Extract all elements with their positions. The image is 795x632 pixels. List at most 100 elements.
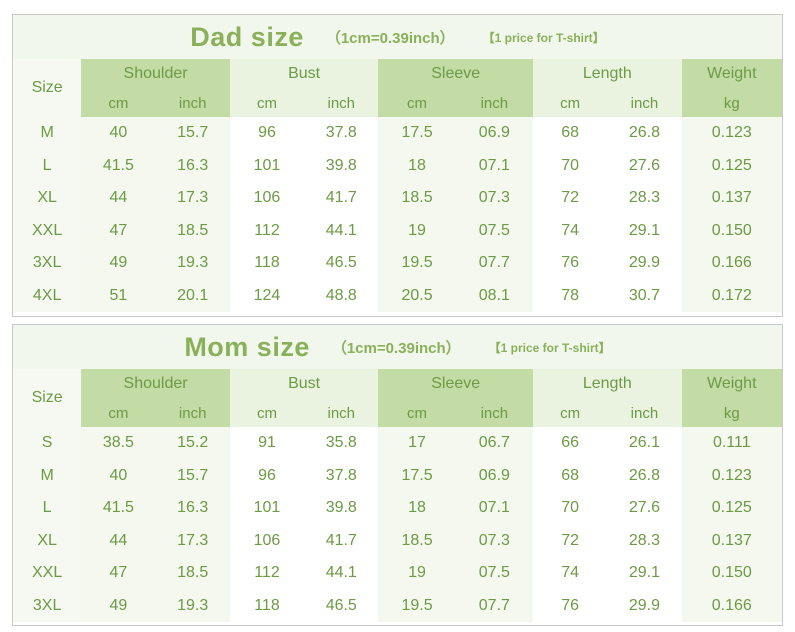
- measurement-cell: 07.1: [455, 149, 533, 182]
- measurement-cell: 20.1: [155, 279, 230, 312]
- measurement-cell: 17.3: [155, 524, 230, 557]
- column-group-header: Weight: [681, 369, 782, 399]
- measurement-cell: 18.5: [378, 182, 456, 215]
- unit-header: inch: [155, 89, 230, 117]
- column-group-header: Shoulder: [81, 59, 230, 89]
- table-row: M 40 15.7 96 37.8 17.5 06.9 68 26.8 0.123: [13, 459, 782, 492]
- size-column-header: Size: [13, 59, 82, 117]
- measurement-cell: 15.7: [155, 459, 230, 492]
- unit-header: cm: [533, 89, 608, 117]
- measurement-cell: 35.8: [304, 427, 379, 460]
- price-note: 【1 price for T-shirt】: [482, 30, 605, 45]
- unit-header: inch: [304, 89, 379, 117]
- measurement-cell: 0.137: [681, 524, 782, 557]
- measurement-cell: 101: [229, 492, 305, 525]
- measurement-cell: 0.172: [681, 279, 782, 312]
- size-label-cell: M: [13, 117, 82, 150]
- unit-header: cm: [81, 89, 156, 117]
- size-label-cell: M: [13, 459, 82, 492]
- size-label-cell: XL: [13, 524, 82, 557]
- measurement-cell: 16.3: [155, 149, 230, 182]
- size-label-cell: XXL: [13, 557, 82, 590]
- measurement-cell: 101: [229, 149, 305, 182]
- unit-conversion-note: （1cm=0.39inch）: [325, 29, 455, 47]
- measurement-cell: 18.5: [155, 214, 230, 247]
- measurement-cell: 44.1: [304, 557, 379, 590]
- table-row: L 41.5 16.3 101 39.8 18 07.1 70 27.6 0.125: [13, 492, 782, 525]
- size-label-cell: 3XL: [13, 589, 82, 622]
- column-group-header: Sleeve: [378, 59, 533, 89]
- measurement-cell: 70: [533, 492, 608, 525]
- measurement-cell: 39.8: [304, 149, 379, 182]
- measurement-cell: 07.1: [455, 492, 533, 525]
- measurement-cell: 17.5: [378, 459, 456, 492]
- unit-header: cm: [229, 399, 305, 427]
- measurement-cell: 19.3: [155, 589, 230, 622]
- measurement-cell: 66: [533, 427, 608, 460]
- measurement-cell: 41.5: [81, 149, 156, 182]
- measurement-cell: 29.1: [607, 214, 682, 247]
- measurement-cell: 76: [533, 247, 608, 280]
- measurement-cell: 15.2: [155, 427, 230, 460]
- measurement-cell: 41.5: [81, 492, 156, 525]
- measurement-cell: 49: [81, 589, 156, 622]
- unit-header: cm: [81, 399, 156, 427]
- column-group-header: Shoulder: [81, 369, 230, 399]
- measurement-cell: 26.8: [607, 459, 682, 492]
- table-title: Mom size: [184, 331, 310, 362]
- measurement-cell: 07.7: [455, 589, 533, 622]
- size-label-cell: L: [13, 149, 82, 182]
- measurement-cell: 29.1: [607, 557, 682, 590]
- measurement-cell: 0.137: [681, 182, 782, 215]
- measurement-cell: 68: [533, 117, 608, 150]
- unit-header: kg: [681, 399, 782, 427]
- table-row: L 41.5 16.3 101 39.8 18 07.1 70 27.6 0.125: [13, 149, 782, 182]
- measurement-cell: 47: [81, 214, 156, 247]
- measurement-cell: 76: [533, 589, 608, 622]
- measurement-cell: 27.6: [607, 492, 682, 525]
- unit-header: inch: [607, 399, 682, 427]
- table-row: XXL 47 18.5 112 44.1 19 07.5 74 29.1 0.150: [13, 214, 782, 247]
- measurement-cell: 17.3: [155, 182, 230, 215]
- measurement-cell: 19: [378, 557, 456, 590]
- measurement-cell: 07.5: [455, 214, 533, 247]
- measurement-cell: 44.1: [304, 214, 379, 247]
- measurement-cell: 49: [81, 247, 156, 280]
- measurement-cell: 74: [533, 557, 608, 590]
- measurement-cell: 20.5: [378, 279, 456, 312]
- size-label-cell: S: [13, 427, 82, 460]
- measurement-cell: 19.3: [155, 247, 230, 280]
- measurement-cell: 124: [229, 279, 305, 312]
- measurement-cell: 106: [229, 524, 305, 557]
- table-row: S 38.5 15.2 91 35.8 17 06.7 66 26.1 0.111: [13, 427, 782, 460]
- measurement-cell: 19.5: [378, 247, 456, 280]
- column-group-header: Sleeve: [378, 369, 533, 399]
- measurement-cell: 39.8: [304, 492, 379, 525]
- measurement-cell: 96: [229, 117, 305, 150]
- measurement-cell: 18: [378, 492, 456, 525]
- measurement-cell: 29.9: [607, 247, 682, 280]
- measurement-cell: 30.7: [607, 279, 682, 312]
- unit-header: cm: [533, 399, 608, 427]
- measurement-cell: 29.9: [607, 589, 682, 622]
- size-label-cell: XXL: [13, 214, 82, 247]
- measurement-cell: 40: [81, 117, 156, 150]
- measurement-cell: 15.7: [155, 117, 230, 150]
- unit-header: inch: [455, 399, 533, 427]
- unit-header: cm: [378, 89, 456, 117]
- unit-header: inch: [304, 399, 379, 427]
- measurement-cell: 78: [533, 279, 608, 312]
- dad-size-card: Dad size （1cm=0.39inch） 【1 price for T-shi…: [12, 14, 783, 317]
- measurement-cell: 0.125: [681, 149, 782, 182]
- measurement-cell: 91: [229, 427, 305, 460]
- measurement-cell: 18: [378, 149, 456, 182]
- table-row: 4XL 51 20.1 124 48.8 20.5 08.1 78 30.7 0.172: [13, 279, 782, 312]
- table-row: 3XL 49 19.3 118 46.5 19.5 07.7 76 29.9 0.166: [13, 589, 782, 622]
- measurement-cell: 0.166: [681, 247, 782, 280]
- measurement-cell: 46.5: [304, 247, 379, 280]
- measurement-cell: 17.5: [378, 117, 456, 150]
- table-title-row: Dad size （1cm=0.39inch） 【1 price for T-shi…: [13, 15, 782, 59]
- measurement-cell: 26.1: [607, 427, 682, 460]
- measurement-cell: 27.6: [607, 149, 682, 182]
- measurement-cell: 72: [533, 182, 608, 215]
